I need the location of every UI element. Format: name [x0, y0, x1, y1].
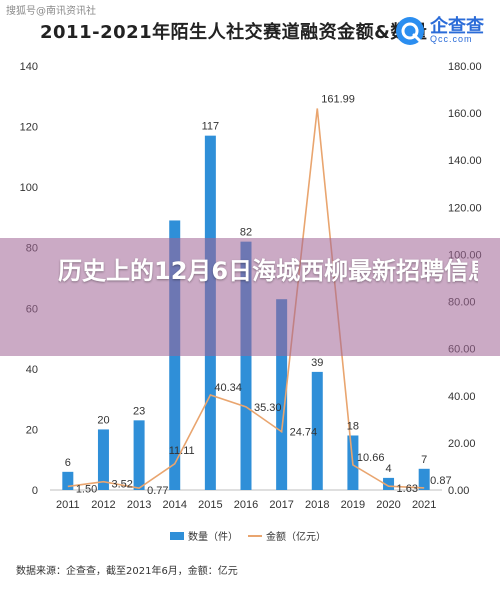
right-tick-label: 140.00: [448, 155, 482, 167]
bar: [311, 371, 323, 490]
bar: [97, 429, 109, 490]
bar-data-label: 7: [421, 454, 427, 466]
x-tick-label: 2013: [127, 499, 151, 511]
x-tick-label: 2019: [341, 499, 365, 511]
brand-domain: Qcc.com: [430, 34, 473, 44]
x-tick-label: 2016: [234, 499, 258, 511]
source-note: 数据来源：企查查，截至2021年6月，金额：亿元: [16, 566, 238, 577]
left-tick-label: 20: [26, 424, 38, 436]
right-tick-label: 0.00: [448, 485, 469, 497]
bar: [62, 471, 74, 490]
qcc-logo-icon: [396, 17, 424, 45]
brand-name: 企查查: [430, 16, 484, 37]
right-tick-label: 20.00: [448, 438, 476, 450]
bar-data-label: 6: [65, 457, 71, 469]
x-tick-label: 2021: [412, 499, 436, 511]
x-tick-label: 2015: [198, 499, 222, 511]
bar-data-label: 23: [133, 405, 145, 417]
left-tick-label: 0: [32, 485, 38, 497]
x-tick-label: 2020: [376, 499, 400, 511]
line-data-label: 24.74: [290, 427, 318, 439]
headline-text: 历史上的12月6日海城西柳最新招聘信息，历史上的12月6: [58, 257, 478, 285]
legend-label-line: 金额（亿元）: [266, 530, 326, 543]
bar-data-label: 4: [385, 463, 391, 475]
line-data-label: 1.50: [76, 483, 97, 495]
line-data-label: 161.99: [321, 93, 355, 105]
line-data-label: 0.77: [147, 485, 168, 497]
x-tick-label: 2018: [305, 499, 329, 511]
line-data-label: 35.30: [254, 402, 282, 414]
x-tick-label: 2012: [91, 499, 115, 511]
chart-title: 2011-2021年陌生人社交赛道融资金额&数量: [40, 22, 428, 43]
right-tick-label: 40.00: [448, 391, 476, 403]
bar-data-label: 20: [97, 414, 109, 426]
legend-label-bar: 数量（件）: [188, 530, 238, 543]
right-tick-label: 180.00: [448, 61, 482, 73]
line-data-label: 10.66: [357, 452, 385, 464]
left-tick-label: 140: [20, 61, 38, 73]
line-series: [67, 108, 425, 490]
bar: [133, 420, 145, 490]
x-tick-label: 2014: [162, 499, 186, 511]
right-tick-label: 160.00: [448, 108, 482, 120]
watermark-text: 搜狐号@南讯资讯社: [6, 6, 96, 17]
bar: [383, 477, 395, 490]
bar: [276, 299, 288, 490]
right-tick-label: 120.00: [448, 202, 482, 214]
line-data-label: 1.63: [397, 483, 418, 495]
bar-data-label: 18: [347, 420, 359, 432]
left-tick-label: 40: [26, 364, 38, 376]
line-data-label: 3.52: [111, 479, 132, 491]
line-data-label: 0.87: [430, 475, 451, 487]
x-tick-label: 2017: [269, 499, 293, 511]
bar-data-label: 82: [240, 227, 252, 239]
line-data-label: 40.34: [214, 382, 242, 394]
line-data-label: 11.11: [169, 445, 195, 457]
left-tick-label: 120: [20, 122, 38, 134]
bar-data-label: 39: [311, 357, 323, 369]
bar: [418, 468, 430, 490]
bar: [240, 241, 252, 490]
legend-swatch-bar: [170, 532, 184, 540]
x-tick-label: 2011: [56, 499, 80, 511]
bar-data-label: 117: [202, 121, 220, 133]
headline-overlay: [0, 238, 500, 356]
left-tick-label: 100: [20, 182, 38, 194]
